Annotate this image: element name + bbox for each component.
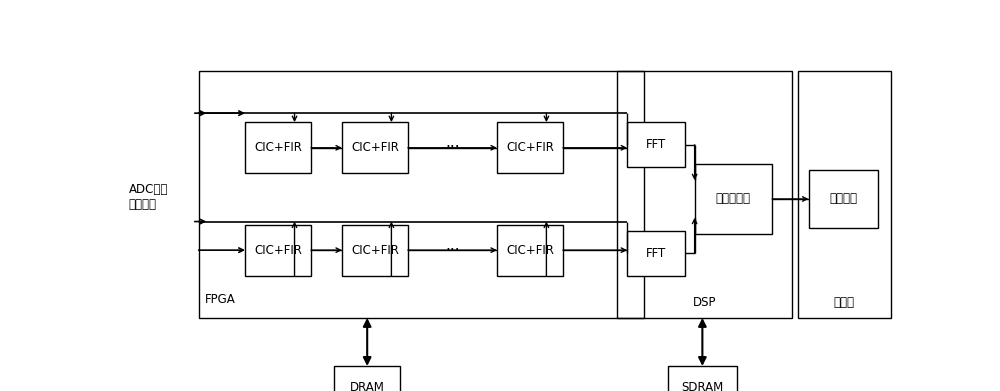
Bar [497,122,563,173]
Bar [334,366,400,391]
Text: ADC采集
数据输入: ADC采集 数据输入 [129,183,168,212]
Text: SDRAM: SDRAM [681,380,724,391]
Bar [668,366,737,391]
Text: FFT: FFT [646,138,666,151]
Text: CIC+FIR: CIC+FIR [351,244,399,256]
Text: 互相关处理: 互相关处理 [716,192,751,205]
Bar [245,224,311,276]
Bar [199,71,644,318]
Text: FFT: FFT [646,247,666,260]
Bar [342,122,408,173]
Bar [342,224,408,276]
Text: CIC+FIR: CIC+FIR [506,141,554,154]
Bar [695,164,772,233]
Bar [798,71,891,318]
Text: CIC+FIR: CIC+FIR [351,141,399,154]
Text: ···: ··· [445,243,460,258]
Bar [617,71,792,318]
Text: FPGA: FPGA [205,293,236,306]
Text: CIC+FIR: CIC+FIR [254,141,302,154]
Bar [627,231,685,276]
Bar [627,122,685,167]
Text: ···: ··· [445,140,460,155]
Text: 显示处理: 显示处理 [829,192,857,205]
Text: CIC+FIR: CIC+FIR [254,244,302,256]
Text: 软件端: 软件端 [834,296,855,309]
Text: DSP: DSP [693,296,716,309]
Text: CIC+FIR: CIC+FIR [506,244,554,256]
Bar [809,170,878,228]
Bar [245,122,311,173]
Bar [497,224,563,276]
Text: DRAM: DRAM [350,380,385,391]
